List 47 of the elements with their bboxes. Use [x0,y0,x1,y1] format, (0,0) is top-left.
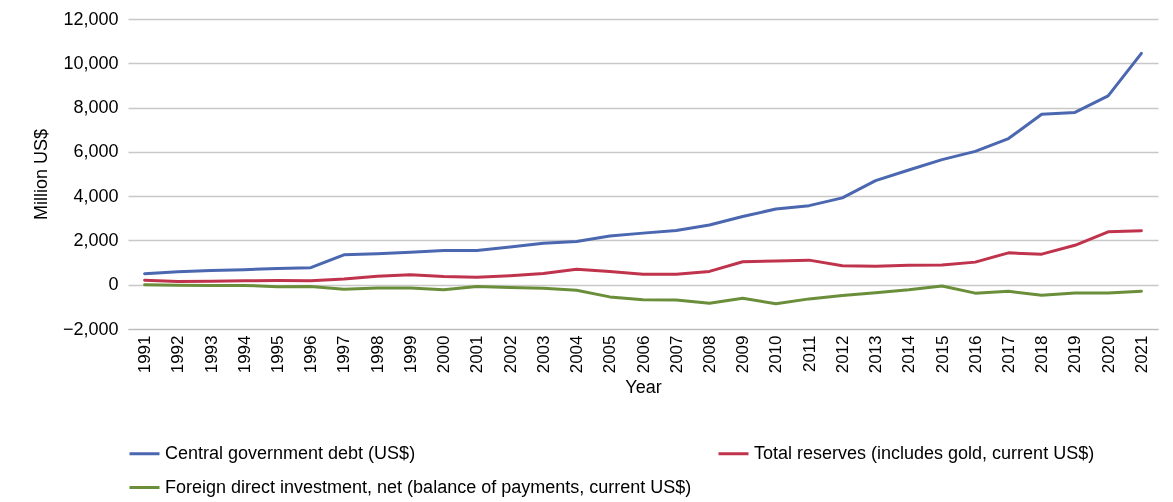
legend-label: Central government debt (US$) [165,442,416,463]
y-tick-label: 4,000 [73,185,119,206]
x-tick-label: 1991 [135,335,155,374]
x-tick-label: 2003 [533,335,553,374]
x-tick-label: 2017 [998,335,1018,374]
x-tick-label: 2006 [633,335,653,374]
x-tick-label: 2009 [733,335,753,374]
y-tick-label: 6,000 [73,141,119,162]
x-tick-label: 2014 [899,335,919,374]
x-tick-label: 2000 [434,335,454,374]
x-tick-label: 1995 [268,335,288,374]
x-tick-label: 2013 [866,335,886,374]
legend-label: Total reserves (includes gold, current US$) [754,442,1095,463]
x-tick-label: 2007 [666,335,686,374]
x-tick-label: 1993 [201,335,221,374]
x-tick-label: 2015 [932,335,952,374]
x-tick-label: 1999 [400,335,420,374]
line-series [143,283,1143,306]
y-tick-label: 2,000 [73,229,119,250]
x-tick-label: 1996 [301,335,321,374]
x-tick-label: 2005 [600,335,620,374]
x-tick-label: 1994 [234,335,254,374]
legend-label: Foreign direct investment, net (balance of payments, current US$) [165,476,692,497]
line-series [143,51,1143,276]
y-axis-title: Million US$ [30,128,51,221]
x-tick-label: 2018 [1032,335,1052,374]
x-tick-label: 2010 [766,335,786,374]
y-tick-label: 8,000 [73,97,119,118]
x-tick-label: 2011 [799,335,819,373]
y-tick-label: 12,000 [63,8,119,29]
x-tick-label: 1998 [367,335,387,374]
x-tick-label: 2008 [699,335,719,374]
x-tick-label: 2021 [1131,335,1151,374]
x-tick-label: 2012 [832,335,852,374]
x-axis-title: Year [625,377,662,398]
x-tick-label: 2004 [567,335,587,374]
line-series [143,229,1143,283]
x-tick-label: 2002 [500,335,520,374]
x-tick-label: 1997 [334,335,354,374]
x-tick-label: 2016 [965,335,985,374]
y-tick-label: −2,000 [62,318,119,339]
x-tick-label: 2020 [1098,335,1118,374]
y-tick-label: 10,000 [63,52,119,73]
x-tick-label: 1992 [168,335,188,374]
y-tick-label: 0 [108,274,119,295]
x-tick-label: 2019 [1065,335,1085,374]
x-tick-label: 2001 [467,335,487,374]
